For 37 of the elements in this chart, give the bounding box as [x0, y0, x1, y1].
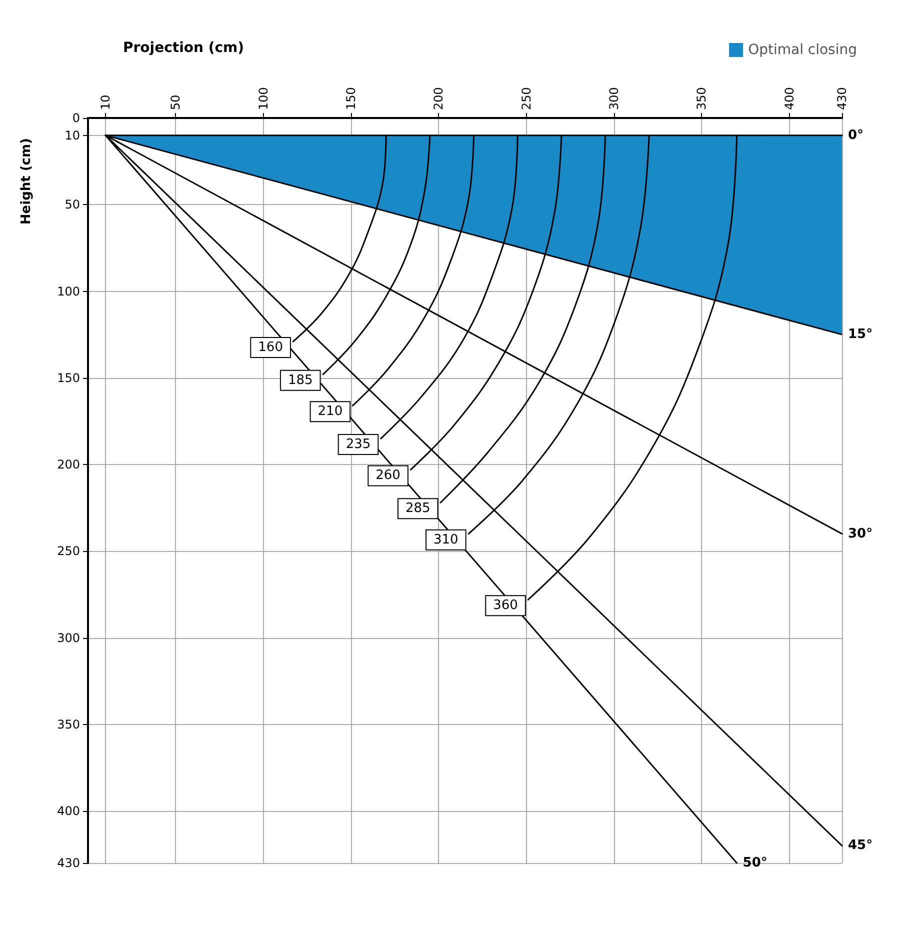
x-tick-label: 100: [256, 87, 270, 110]
x-tick-label: 350: [694, 87, 709, 110]
x-axis-title: Projection (cm): [123, 40, 244, 56]
y-tick-label: 250: [57, 544, 80, 558]
y-tick-label: 350: [57, 717, 80, 732]
series-label: 360: [493, 598, 518, 614]
y-tick-label: 0: [72, 111, 80, 125]
y-tick-label: 100: [57, 284, 80, 298]
y-tick-label: 300: [57, 630, 80, 645]
series-label: 185: [288, 372, 313, 388]
x-tick-label: 50: [168, 94, 183, 110]
series-label: 235: [346, 437, 371, 452]
annotation: 15°: [848, 327, 873, 342]
series-label: 0°: [848, 128, 864, 143]
series-label: 285: [405, 501, 430, 516]
series-label: 260: [376, 468, 400, 484]
y-tick-label: 10: [64, 128, 80, 142]
series-label: 160: [258, 340, 283, 355]
series-label: 310: [434, 532, 458, 548]
x-tick-label: 300: [607, 87, 622, 110]
x-tick-label: 10: [98, 94, 113, 110]
x-tick-label: 400: [782, 87, 796, 110]
series-label: 30°: [848, 526, 873, 542]
y-tick-label: 150: [57, 370, 80, 385]
series-label: 50°: [742, 856, 768, 870]
x-tick-label: 430: [835, 87, 849, 110]
y-tick-label: 400: [57, 804, 80, 818]
series-label: 210: [318, 404, 343, 420]
x-tick-label: 250: [519, 87, 534, 110]
x-tick-label: 150: [344, 87, 358, 110]
legend-label: Optimal closing: [748, 42, 857, 58]
y-tick-label: 200: [57, 458, 80, 472]
y-axis-title: Height (cm): [19, 138, 34, 225]
y-tick-label: 50: [64, 198, 80, 212]
series-label: 45°: [848, 838, 873, 854]
x-tick-label: 200: [432, 87, 446, 110]
y-tick-label: 430: [57, 856, 80, 870]
